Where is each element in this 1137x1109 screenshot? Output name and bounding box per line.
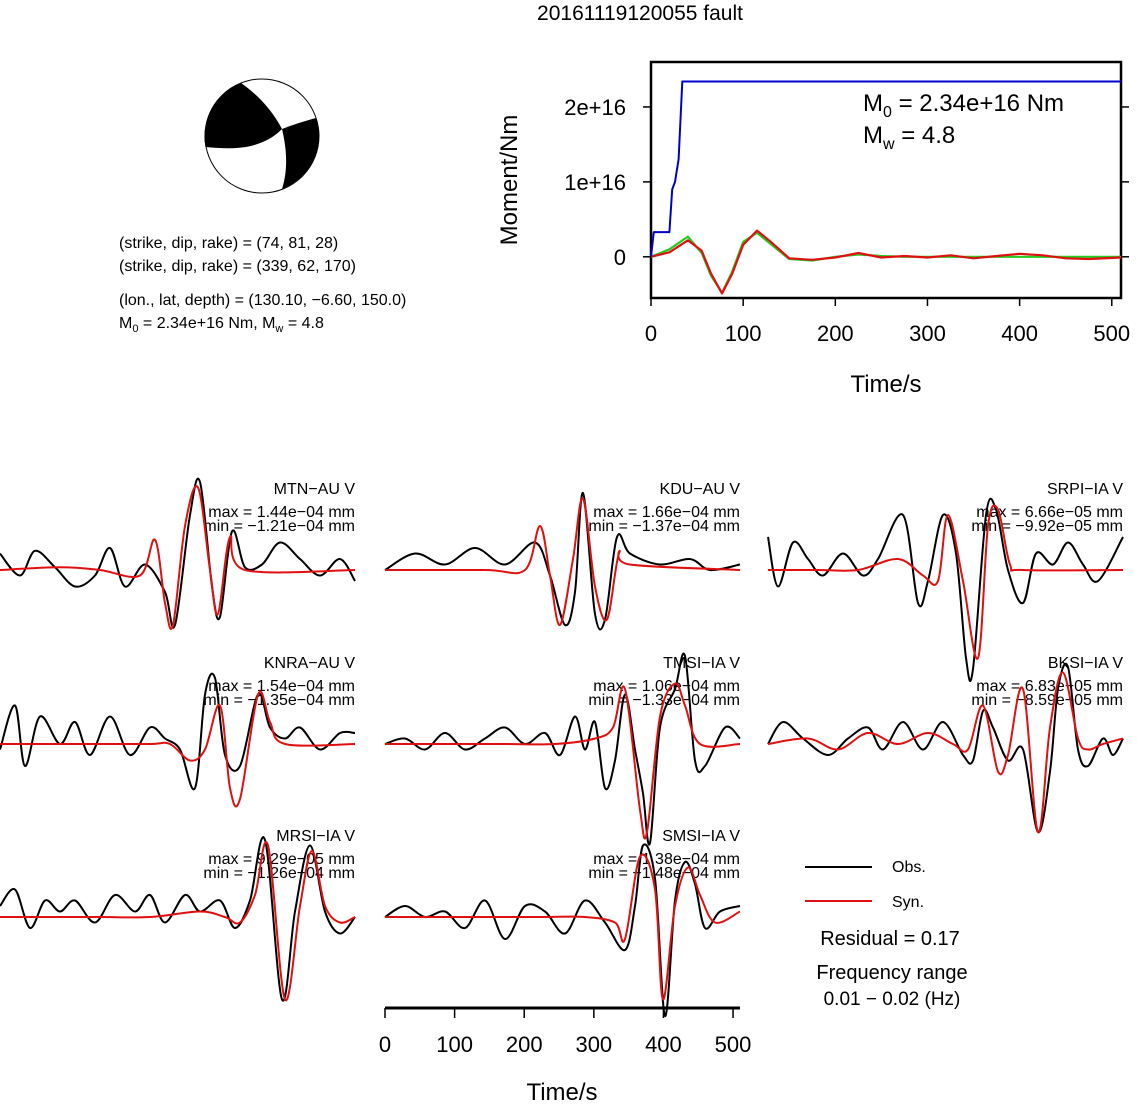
waveform-x-tick-label: 200 (506, 1032, 543, 1057)
station-name: SRPI−IA V (1047, 481, 1123, 498)
frequency-range-value: 0.01 − 0.02 (Hz) (824, 989, 961, 1010)
station-max: max = 1.06e−04 mm (593, 678, 740, 695)
legend: Obs. Syn. (805, 859, 926, 911)
beachball-compressional-quadrant-2 (282, 118, 319, 189)
synthetic-waveform (0, 841, 356, 1002)
stf-x-tick-label: 500 (1093, 321, 1130, 346)
stf-x-tick-label: 200 (817, 321, 854, 346)
station-min: min = −1.35e−04 mm (203, 692, 355, 709)
stf-annotation-m0: M0 = 2.34e+16 Nm (863, 90, 1064, 121)
synthetic-waveform (768, 504, 1124, 660)
observed-waveform (0, 477, 356, 629)
station-name: TMSI−IA V (663, 655, 740, 672)
station-min: min = −1.21e−04 mm (203, 518, 355, 535)
station-min: min = −1.48e−04 mm (588, 865, 740, 882)
stf-y-tick-label: 0 (614, 245, 626, 270)
beachball-compressional-quadrant-1 (204, 83, 282, 149)
station-max: max = 6.66e−05 mm (976, 504, 1123, 521)
legend-syn-label: Syn. (892, 894, 924, 911)
waveform-x-tick-label: 0 (379, 1032, 391, 1057)
waveform-x-tick-label: 400 (645, 1032, 682, 1057)
synthetic-waveform (385, 682, 741, 840)
waveform-x-tick-label: 100 (436, 1032, 473, 1057)
hypocenter-location: (lon., lat, depth) = (130.10, −6.60, 150… (119, 292, 406, 309)
synthetic-waveform (385, 497, 741, 627)
stf-x-tick-label: 300 (909, 321, 946, 346)
synthetic-waveform (0, 485, 356, 630)
station-name: KDU−AU V (660, 481, 741, 498)
stf-series-cumulative-moment (650, 80, 1121, 257)
station-name: BKSI−IA V (1048, 655, 1123, 672)
stf-x-tick-label: 400 (1001, 321, 1038, 346)
observed-waveform (384, 652, 741, 846)
stf-plot-frame (649, 60, 1123, 300)
station-max: max = 6.83e−05 mm (976, 678, 1123, 695)
stf-x-tick-label: 100 (725, 321, 762, 346)
waveform-x-axis-label: Time/s (526, 1079, 597, 1104)
observed-waveform (767, 497, 1124, 683)
stf-y-axis-label: Moment/Nm (496, 115, 523, 246)
stf-series-moment-rate-green (650, 231, 1121, 294)
station-min: min = −9.92e−05 mm (971, 518, 1123, 535)
beachball-diagram (204, 78, 320, 194)
stf-y-tick-label: 2e+16 (564, 95, 626, 120)
stf-series-moment-rate-red (650, 229, 1122, 295)
station-min: min = −1.37e−04 mm (588, 518, 740, 535)
stf-annotation-mw: Mw = 4.8 (863, 122, 955, 153)
station-max: max = 1.66e−04 mm (593, 504, 740, 521)
observed-waveform (0, 836, 356, 1002)
station-max: max = 1.54e−04 mm (208, 678, 355, 695)
station-name: MTN−AU V (274, 481, 356, 498)
observed-waveform (384, 843, 741, 1018)
station-min: min = −8.59e−05 mm (971, 692, 1123, 709)
figure-title: 20161119120055 fault (537, 2, 743, 25)
synthetic-waveform (767, 671, 1124, 834)
station-max: max = 9.29e−05 mm (208, 851, 355, 868)
stf-x-axis-label: Time/s (850, 371, 921, 398)
waveform-x-tick-label: 500 (715, 1032, 752, 1057)
stf-x-tick-label: 0 (645, 321, 657, 346)
waveform-time-axis: 0 100 200 300 400 500 (379, 1006, 752, 1057)
legend-obs-label: Obs. (892, 859, 926, 876)
station-name: KNRA−AU V (264, 655, 355, 672)
waveform-x-tick-label: 300 (575, 1032, 612, 1057)
nodal-plane-1: (strike, dip, rake) = (74, 81, 28) (119, 235, 338, 252)
station-max: max = 1.44e−04 mm (208, 504, 355, 521)
station-name: SMSI−IA V (662, 828, 740, 845)
frequency-range-label: Frequency range (816, 962, 967, 984)
nodal-plane-2: (strike, dip, rake) = (339, 62, 170) (119, 258, 356, 275)
source-time-function-panel: 0 100 200 300 400 500 0 1e+16 2e+16 M0 = 2.34e+1… (496, 60, 1130, 398)
station-name: MRSI−IA V (276, 828, 355, 845)
stf-y-tick-label: 1e+16 (564, 170, 626, 195)
synthetic-waveform (0, 690, 356, 808)
synthetic-waveform (385, 853, 741, 1001)
observed-waveform (0, 672, 356, 791)
station-max: max = 1.38e−04 mm (593, 851, 740, 868)
station-min: min = −1.26e−04 mm (203, 865, 355, 882)
moment-summary: M0 = 2.34e+16 Nm, Mw = 4.8 (119, 315, 324, 335)
residual-text: Residual = 0.17 (820, 928, 960, 950)
